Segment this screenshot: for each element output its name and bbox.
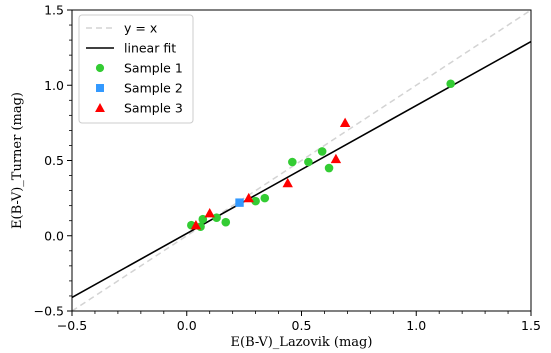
y-tick-label: 0.5 (44, 153, 64, 168)
legend-label-linear-fit: linear fit (124, 41, 176, 56)
sample-1-point (324, 163, 334, 173)
sample-1-point (221, 217, 231, 227)
y-axis-label: E(B-V)_Turner (mag) (10, 92, 25, 229)
x-tick-label: 1.0 (406, 318, 426, 333)
x-tick-label: 0.0 (177, 318, 197, 333)
legend-swatch-sample-1 (95, 63, 105, 73)
x-tick-label: 0.5 (292, 318, 312, 333)
legend: y = x linear fit Sample 1 Sample 2 Sample 3 (78, 14, 194, 124)
x-tick-label: −0.5 (57, 318, 87, 333)
legend-swatch-sample-3 (95, 103, 105, 112)
legend-label-sample-1: Sample 1 (124, 61, 183, 76)
sample-1-point (260, 193, 270, 203)
sample-3-point (330, 153, 342, 164)
sample-1-point (317, 147, 327, 156)
y-tick-label: 0.0 (44, 228, 64, 243)
sample-3-point (339, 117, 351, 128)
sample-3-point (243, 192, 254, 203)
sample-1-point (288, 157, 297, 167)
sample-1-point (251, 196, 260, 206)
sample-1-point (304, 157, 313, 167)
sample-1-point (212, 213, 221, 222)
legend-label-sample-2: Sample 2 (124, 81, 183, 96)
sample-3-point (190, 220, 202, 230)
data-points (187, 79, 455, 232)
sample-1-point (446, 79, 455, 89)
sample-2-point (235, 198, 244, 207)
legend-box (78, 14, 194, 124)
axes: −0.5 0.0 0.5 1.0 1.5 −0.5 0.0 0.5 1.0 1.5 (34, 3, 541, 334)
legend-label-sample-3: Sample 3 (124, 101, 183, 116)
legend-swatch-sample-2 (96, 84, 104, 92)
sample-3-point (282, 177, 293, 188)
identity-line (71, 9, 532, 312)
x-tick-label: 1.5 (521, 318, 541, 333)
y-tick-label: 1.5 (44, 3, 64, 18)
x-axis-label: E(B-V)_Lazovik (mag) (231, 335, 373, 350)
y-tick-label: 1.0 (44, 78, 64, 93)
y-tick-label: −0.5 (34, 304, 64, 319)
legend-label-y-x: y = x (124, 21, 157, 36)
sample-3-point (204, 207, 215, 218)
